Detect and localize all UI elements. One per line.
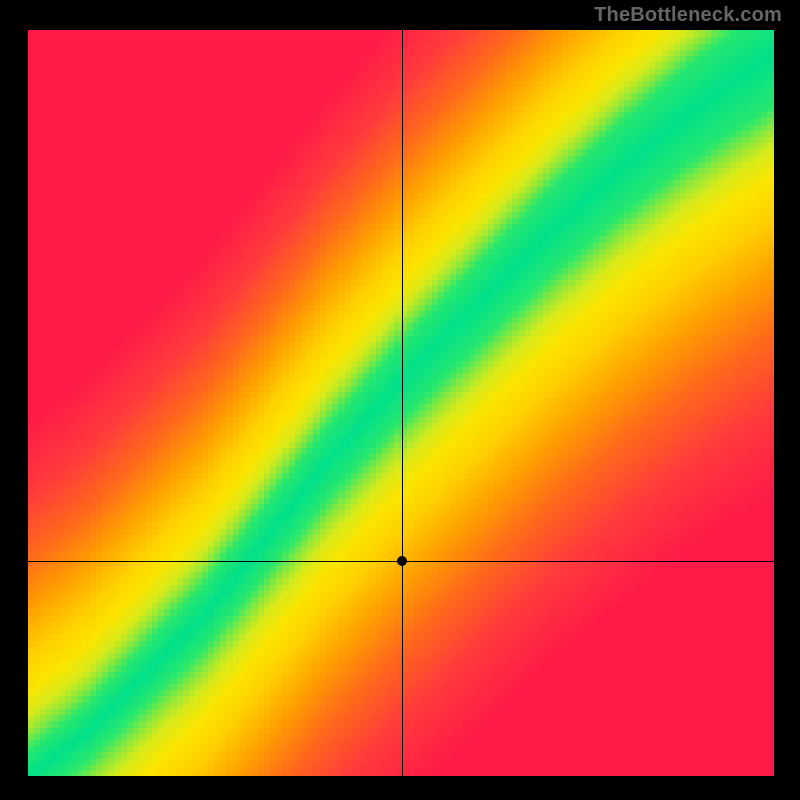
- plot-frame: [28, 30, 774, 776]
- watermark-text: TheBottleneck.com: [594, 4, 782, 27]
- crosshair-vertical: [402, 30, 403, 776]
- crosshair-marker: [397, 556, 407, 566]
- heatmap-canvas: [28, 30, 774, 776]
